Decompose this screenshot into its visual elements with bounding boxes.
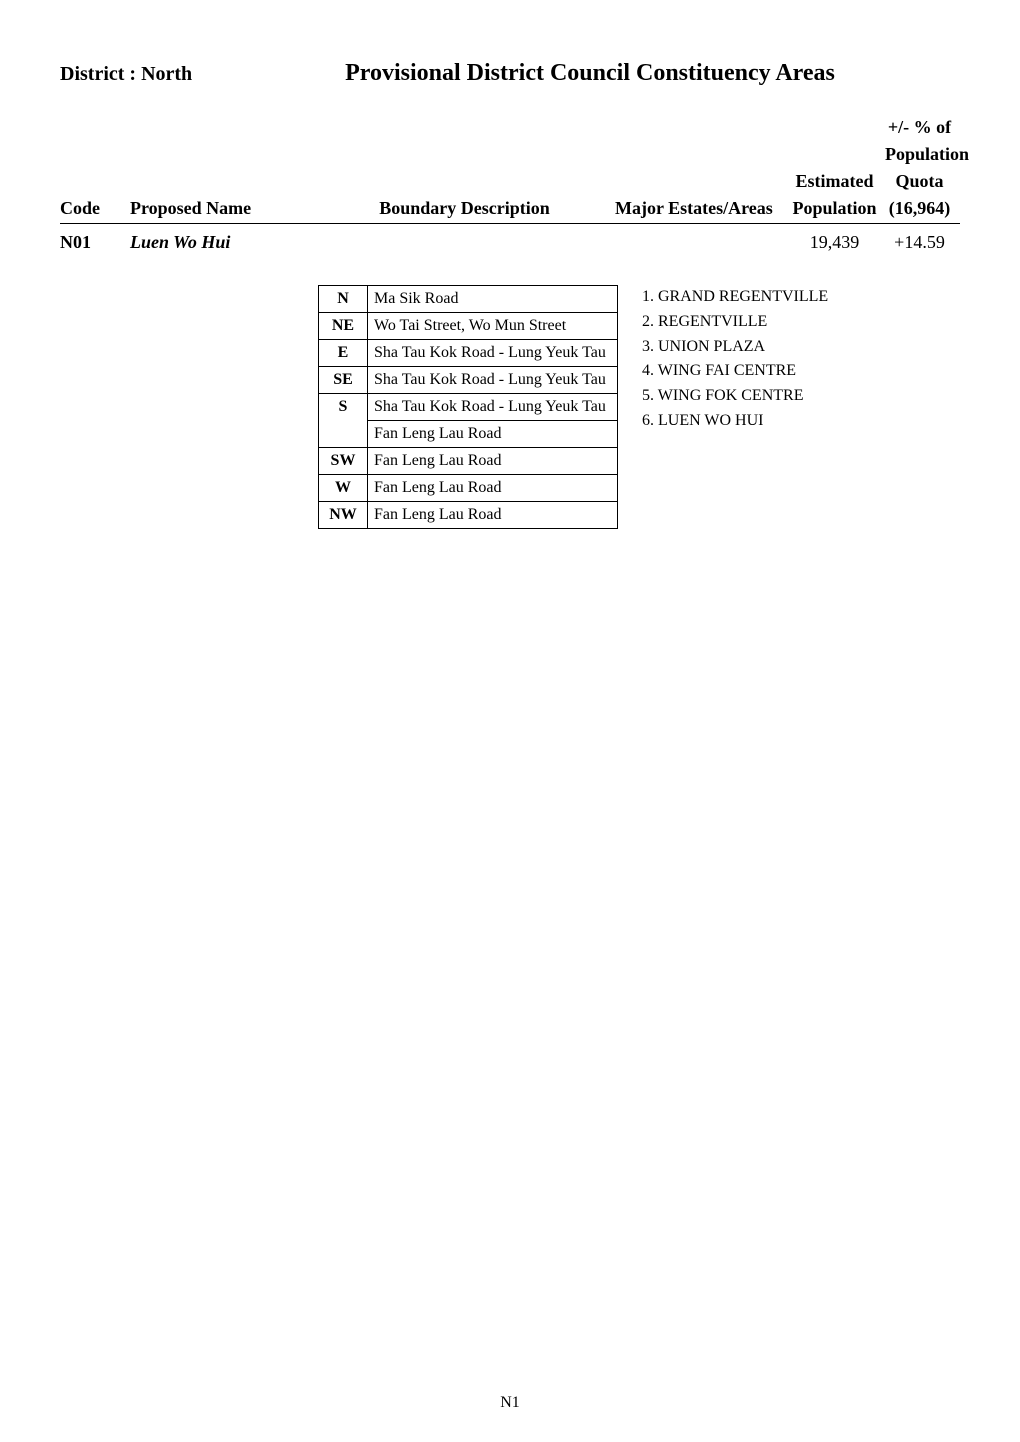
boundary-row: NWFan Leng Lau Road (319, 502, 618, 529)
col-est: Estimated (790, 169, 885, 196)
page: District : North Provisional District Co… (0, 0, 1020, 1442)
boundary-row: NMa Sik Road (319, 286, 618, 313)
header-row-3: Estimated Quota (60, 169, 960, 196)
boundary-row: SWFan Leng Lau Road (319, 448, 618, 475)
district-label: District : North (60, 63, 320, 86)
col-boundary-desc: Boundary Description (320, 196, 615, 224)
col-quota-val: (16,964) (885, 196, 960, 224)
estate-item: 2. REGENTVILLE (642, 310, 862, 335)
boundary-wrap: NMa Sik RoadNEWo Tai Street, Wo Mun Stre… (318, 285, 618, 529)
page-title: Provisional District Council Constituenc… (320, 60, 860, 87)
boundary-desc: Fan Leng Lau Road (368, 475, 618, 502)
estate-item: 3. UNION PLAZA (642, 335, 862, 360)
col-quota: Quota (885, 169, 960, 196)
boundary-desc: Fan Leng Lau Road (368, 421, 618, 448)
col-pct-pop: Population (885, 142, 960, 169)
header-row-1: +/- % of (60, 115, 960, 142)
boundary-row: WFan Leng Lau Road (319, 475, 618, 502)
boundary-dir: W (319, 475, 368, 502)
boundary-row: SESha Tau Kok Road - Lung Yeuk Tau (319, 367, 618, 394)
estate-item: 6. LUEN WO HUI (642, 409, 862, 434)
col-code: Code (60, 196, 130, 224)
boundary-desc: Sha Tau Kok Road - Lung Yeuk Tau (368, 394, 618, 421)
body-row: NMa Sik RoadNEWo Tai Street, Wo Mun Stre… (60, 285, 960, 529)
boundary-desc: Fan Leng Lau Road (368, 502, 618, 529)
col-pct-of: +/- % of (885, 115, 960, 142)
estate-item: 5. WING FOK CENTRE (642, 384, 862, 409)
header-table: +/- % of Population Estimated Quota Code (60, 115, 960, 261)
cell-estates-empty (615, 224, 790, 262)
boundary-row: NEWo Tai Street, Wo Mun Street (319, 313, 618, 340)
cell-est-pop: 19,439 (790, 224, 885, 262)
boundary-desc: Wo Tai Street, Wo Mun Street (368, 313, 618, 340)
col-proposed-name: Proposed Name (130, 196, 320, 224)
boundary-dir: SW (319, 448, 368, 475)
boundary-dir: NW (319, 502, 368, 529)
header-thead: +/- % of Population Estimated Quota Code (60, 115, 960, 224)
boundary-desc: Sha Tau Kok Road - Lung Yeuk Tau (368, 367, 618, 394)
header-row-2: Population (60, 142, 960, 169)
header-tbody: N01 Luen Wo Hui 19,439 +14.59 (60, 224, 960, 262)
col-major-estates: Major Estates/Areas (615, 196, 790, 224)
cell-boundary-empty (320, 224, 615, 262)
boundary-dir: S (319, 394, 368, 448)
estate-item: 4. WING FAI CENTRE (642, 359, 862, 384)
cell-name: Luen Wo Hui (130, 224, 320, 262)
page-number: N1 (0, 1394, 1020, 1412)
data-row: N01 Luen Wo Hui 19,439 +14.59 (60, 224, 960, 262)
body-spacer-left (60, 285, 318, 529)
boundary-row: ESha Tau Kok Road - Lung Yeuk Tau (319, 340, 618, 367)
boundary-row: SSha Tau Kok Road - Lung Yeuk Tau (319, 394, 618, 421)
header-row-4: Code Proposed Name Boundary Description … (60, 196, 960, 224)
boundary-desc: Sha Tau Kok Road - Lung Yeuk Tau (368, 340, 618, 367)
boundary-dir: SE (319, 367, 368, 394)
estate-item: 1. GRAND REGENTVILLE (642, 285, 862, 310)
boundary-tbody: NMa Sik RoadNEWo Tai Street, Wo Mun Stre… (319, 286, 618, 529)
boundary-dir: N (319, 286, 368, 313)
boundary-dir: E (319, 340, 368, 367)
col-est-pop: Population (790, 196, 885, 224)
boundary-dir: NE (319, 313, 368, 340)
boundary-desc: Fan Leng Lau Road (368, 448, 618, 475)
cell-code: N01 (60, 224, 130, 262)
boundary-table: NMa Sik RoadNEWo Tai Street, Wo Mun Stre… (318, 285, 618, 529)
cell-pct: +14.59 (885, 224, 960, 262)
boundary-desc: Ma Sik Road (368, 286, 618, 313)
estates-wrap: 1. GRAND REGENTVILLE2. REGENTVILLE3. UNI… (618, 285, 862, 529)
top-row: District : North Provisional District Co… (60, 60, 960, 87)
estates-list: 1. GRAND REGENTVILLE2. REGENTVILLE3. UNI… (642, 285, 862, 434)
